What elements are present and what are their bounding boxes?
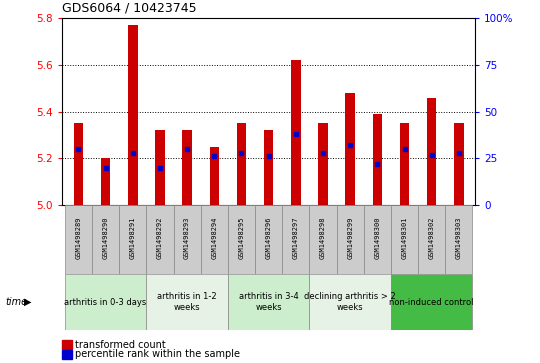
Text: GSM1498303: GSM1498303 [456, 217, 462, 260]
Bar [318, 123, 328, 205]
Text: time: time [5, 297, 28, 307]
Text: GSM1498289: GSM1498289 [76, 217, 82, 260]
Text: GSM1498292: GSM1498292 [157, 217, 163, 260]
Text: non-induced control: non-induced control [389, 298, 474, 307]
FancyBboxPatch shape [92, 205, 119, 274]
Text: GSM1498299: GSM1498299 [347, 217, 353, 260]
Text: GSM1498295: GSM1498295 [239, 217, 245, 260]
Text: GSM1498290: GSM1498290 [103, 217, 109, 260]
Bar [237, 123, 246, 205]
Bar [291, 60, 301, 205]
Bar [400, 123, 409, 205]
FancyBboxPatch shape [201, 205, 228, 274]
FancyBboxPatch shape [309, 274, 391, 330]
FancyBboxPatch shape [391, 205, 418, 274]
Text: transformed count: transformed count [75, 340, 165, 350]
Text: arthritis in 0-3 days: arthritis in 0-3 days [64, 298, 147, 307]
Bar [183, 130, 192, 205]
Text: GDS6064 / 10423745: GDS6064 / 10423745 [62, 1, 197, 15]
Text: GSM1498296: GSM1498296 [266, 217, 272, 260]
Text: arthritis in 3-4
weeks: arthritis in 3-4 weeks [239, 293, 299, 312]
FancyBboxPatch shape [336, 205, 364, 274]
Text: ▶: ▶ [24, 297, 32, 307]
FancyBboxPatch shape [309, 205, 336, 274]
FancyBboxPatch shape [255, 205, 282, 274]
FancyBboxPatch shape [146, 205, 173, 274]
FancyBboxPatch shape [446, 205, 472, 274]
Text: GSM1498301: GSM1498301 [402, 217, 408, 260]
Bar [210, 147, 219, 205]
Text: declining arthritis > 2
weeks: declining arthritis > 2 weeks [305, 293, 396, 312]
Text: arthritis in 1-2
weeks: arthritis in 1-2 weeks [157, 293, 217, 312]
FancyBboxPatch shape [364, 205, 391, 274]
Bar [128, 25, 138, 205]
FancyBboxPatch shape [228, 274, 309, 330]
Text: GSM1498298: GSM1498298 [320, 217, 326, 260]
Text: GSM1498294: GSM1498294 [211, 217, 217, 260]
FancyBboxPatch shape [65, 274, 146, 330]
Bar [454, 123, 464, 205]
Text: GSM1498297: GSM1498297 [293, 217, 299, 260]
Bar [264, 130, 273, 205]
Bar [373, 114, 382, 205]
FancyBboxPatch shape [65, 205, 92, 274]
Text: percentile rank within the sample: percentile rank within the sample [75, 349, 240, 359]
FancyBboxPatch shape [119, 205, 146, 274]
Bar [346, 93, 355, 205]
Text: GSM1498291: GSM1498291 [130, 217, 136, 260]
Bar [73, 123, 83, 205]
Text: GSM1498300: GSM1498300 [374, 217, 380, 260]
FancyBboxPatch shape [228, 205, 255, 274]
Bar [101, 158, 110, 205]
FancyBboxPatch shape [146, 274, 228, 330]
FancyBboxPatch shape [418, 205, 446, 274]
Bar [427, 98, 436, 205]
FancyBboxPatch shape [173, 205, 201, 274]
Bar [155, 130, 165, 205]
Text: GSM1498302: GSM1498302 [429, 217, 435, 260]
FancyBboxPatch shape [282, 205, 309, 274]
FancyBboxPatch shape [391, 274, 472, 330]
Text: GSM1498293: GSM1498293 [184, 217, 190, 260]
